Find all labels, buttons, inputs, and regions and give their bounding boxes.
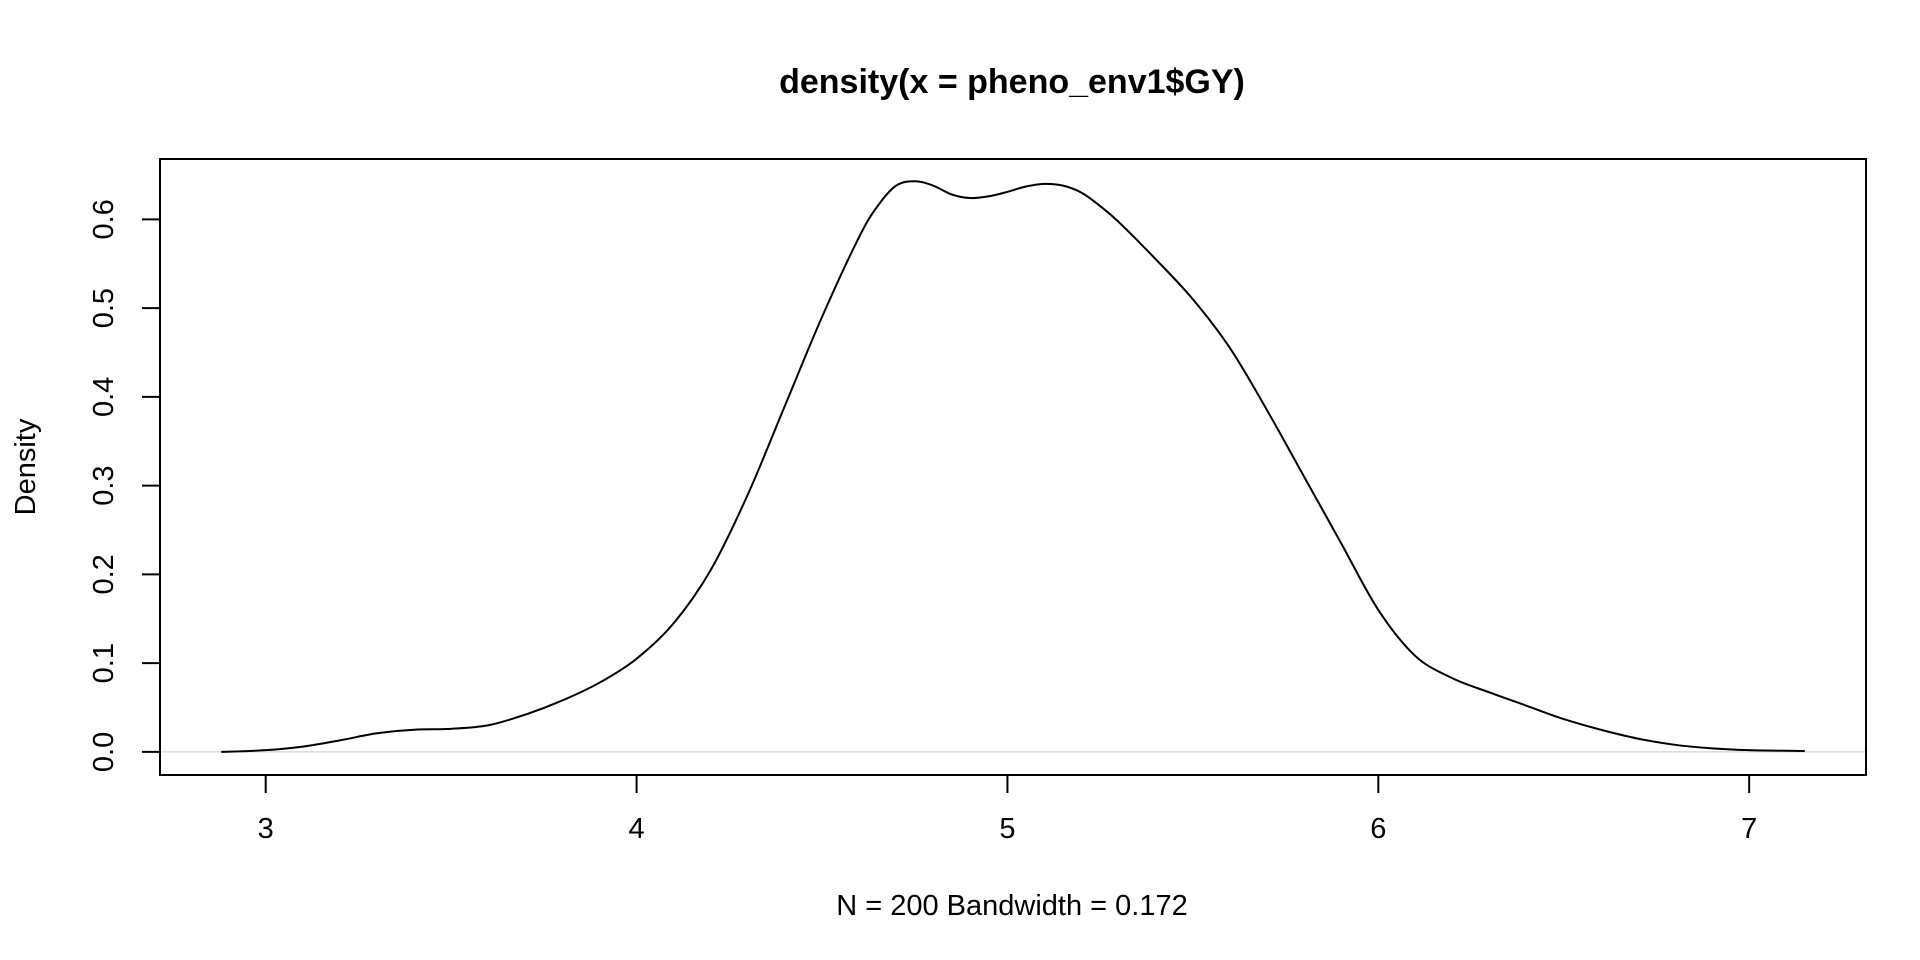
x-tick-label: 4 xyxy=(628,813,644,845)
x-tick-label: 5 xyxy=(999,813,1015,845)
plot-area xyxy=(159,158,1867,776)
plot-frame xyxy=(159,158,1867,776)
y-tick-label: 0.2 xyxy=(88,554,120,594)
y-tick-label: 0.5 xyxy=(88,288,120,328)
density-curve xyxy=(221,180,1805,753)
y-tick-label: 0.4 xyxy=(88,377,120,417)
x-tick-label: 6 xyxy=(1370,813,1386,845)
y-tick-label: 0.0 xyxy=(88,732,120,772)
x-axis: 3 4 5 6 7 xyxy=(258,775,1757,845)
x-tick-label: 7 xyxy=(1741,813,1757,845)
x-axis-label: N = 200 Bandwidth = 0.172 xyxy=(836,890,1187,922)
y-tick-label: 0.6 xyxy=(88,199,120,239)
y-tick-label: 0.3 xyxy=(88,465,120,505)
y-axis-label: Density xyxy=(10,418,42,515)
x-tick-label: 3 xyxy=(258,813,274,845)
y-tick-label: 0.1 xyxy=(88,643,120,683)
chart-title: density(x = pheno_env1$GY) xyxy=(779,63,1245,101)
y-axis: 0.0 0.1 0.2 0.3 0.4 0.5 0.6 xyxy=(88,199,160,772)
